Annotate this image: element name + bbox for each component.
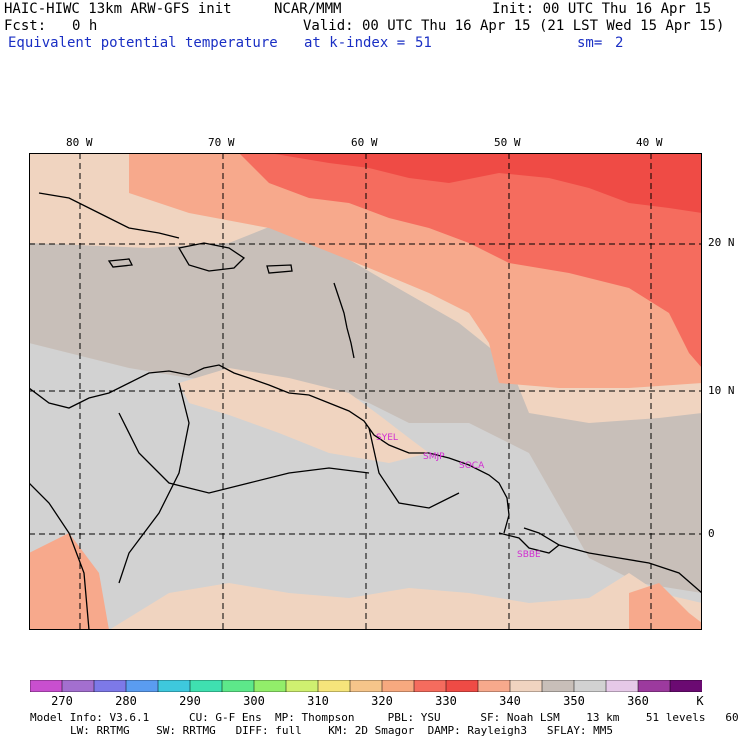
lon-label-40w: 40 W bbox=[636, 136, 663, 149]
colorbar-tick-label: 340 bbox=[499, 694, 521, 708]
colorbar-box bbox=[573, 680, 607, 692]
org-label: NCAR/MMM bbox=[274, 1, 342, 17]
colorbar-tick-label: K bbox=[696, 694, 704, 708]
lat-label-20n: 20 N bbox=[708, 236, 735, 249]
hispaniola-coast bbox=[177, 242, 246, 272]
model-title: HAIC-HIWC 13km ARW-GFS init bbox=[4, 1, 232, 17]
colorbar-box bbox=[221, 680, 255, 692]
smooth-value: 2 bbox=[615, 35, 624, 51]
south-america-north-coast bbox=[29, 364, 510, 534]
guyana-borders bbox=[368, 427, 460, 509]
colorbar-box bbox=[30, 680, 63, 692]
red-core bbox=[269, 153, 702, 213]
station-label: SBBE bbox=[517, 550, 541, 560]
colorbar-box bbox=[445, 680, 479, 692]
colorbar-box bbox=[93, 680, 127, 692]
colorbar-box bbox=[189, 680, 223, 692]
stations: SYEL SMJP SOCA SBBE bbox=[376, 433, 541, 560]
puerto-rico-coast bbox=[266, 264, 293, 274]
coastlines bbox=[29, 192, 702, 630]
amazon-mouth bbox=[498, 527, 561, 554]
colorbar-box bbox=[61, 680, 95, 692]
model-info-line-1: Model Info: V3.6.1 CU: G-F Ens MP: Thomp… bbox=[30, 711, 740, 724]
colorbar-tick-label: 320 bbox=[371, 694, 393, 708]
lon-label-50w: 50 W bbox=[494, 136, 521, 149]
colorbar-box bbox=[125, 680, 159, 692]
colorbar-box bbox=[477, 680, 511, 692]
lon-label-60w: 60 W bbox=[351, 136, 378, 149]
colorbar-tick-label: 290 bbox=[179, 694, 201, 708]
colorbar-tick-label: 350 bbox=[563, 694, 585, 708]
colorbar-box bbox=[349, 680, 383, 692]
brazil-coast bbox=[558, 544, 702, 594]
map-frame bbox=[29, 153, 702, 630]
lat-label-10n: 10 N bbox=[708, 384, 735, 397]
colorbar-tick-label: 330 bbox=[435, 694, 457, 708]
coastal-tan bbox=[179, 368, 429, 463]
colorbar-tick-label: 280 bbox=[115, 694, 137, 708]
south-tan bbox=[109, 573, 702, 630]
colorbar-box bbox=[605, 680, 639, 692]
station-label: SOCA bbox=[459, 461, 485, 471]
colorbar-box bbox=[381, 680, 415, 692]
interior-border-1 bbox=[118, 412, 370, 494]
lat-label-equator: 0 bbox=[708, 527, 715, 540]
init-label: Init: 00 UTC Thu 16 Apr 15 bbox=[492, 1, 712, 17]
colorbar-tick-label: 270 bbox=[51, 694, 73, 708]
sw-salmon bbox=[29, 533, 109, 630]
se-salmon bbox=[629, 583, 702, 630]
lon-label-80w: 80 W bbox=[66, 136, 93, 149]
colorbar-box bbox=[285, 680, 319, 692]
colorbar-box bbox=[637, 680, 671, 692]
colorbar-box bbox=[541, 680, 575, 692]
colorbar-box bbox=[509, 680, 543, 692]
lesser-antilles bbox=[333, 282, 355, 359]
colorbar-tick-label: 300 bbox=[243, 694, 265, 708]
cuba-coast bbox=[38, 192, 180, 239]
interior-border-2 bbox=[118, 382, 190, 584]
jamaica-coast bbox=[107, 258, 134, 268]
colorbar-tick-label: 310 bbox=[307, 694, 329, 708]
model-info-line-2: LW: RRTMG SW: RRTMG DIFF: full KM: 2D Sm… bbox=[70, 724, 614, 737]
fcst-label: Fcst: bbox=[4, 18, 47, 34]
colorbar-tick-label: 360 bbox=[627, 694, 649, 708]
field-name: Equivalent potential temperature bbox=[8, 35, 278, 51]
colorbar-box bbox=[253, 680, 287, 692]
theta-e-map: SYEL SMJP SOCA SBBE bbox=[29, 153, 702, 630]
colorbar-box bbox=[157, 680, 191, 692]
smooth-label: sm= bbox=[577, 35, 603, 51]
pacific-coast bbox=[29, 482, 90, 630]
valid-label: Valid: 00 UTC Thu 16 Apr 15 (21 LST Wed … bbox=[303, 18, 725, 34]
level-label: at k-index = bbox=[304, 35, 406, 51]
lon-label-70w: 70 W bbox=[208, 136, 235, 149]
coral-core bbox=[239, 153, 702, 368]
station-label: SMJP bbox=[423, 452, 445, 462]
level-value: 51 bbox=[415, 35, 432, 51]
graticule bbox=[29, 153, 702, 630]
fcst-value: 0 h bbox=[72, 18, 98, 34]
colorbar-box bbox=[413, 680, 447, 692]
colorbar-box bbox=[317, 680, 351, 692]
colorbar bbox=[30, 680, 702, 692]
station-label: SYEL bbox=[376, 433, 398, 443]
colorbar-box bbox=[669, 680, 702, 692]
